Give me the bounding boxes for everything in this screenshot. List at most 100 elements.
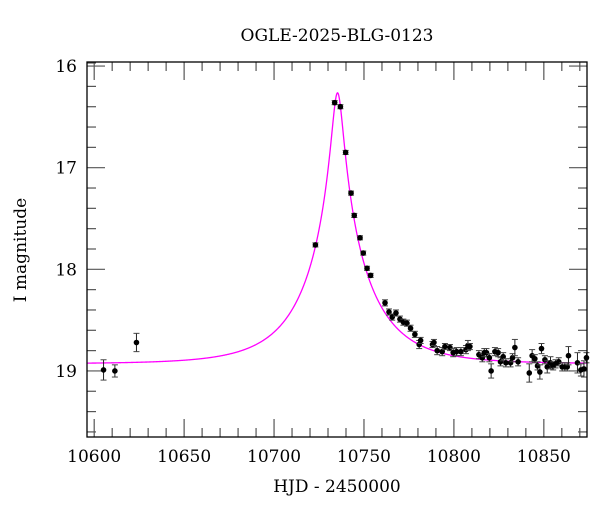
point-marker	[407, 325, 414, 332]
axis-ticks: 10600 10650 10700 10750 10800 10850 16 17 18 19	[55, 57, 587, 467]
point-marker	[431, 339, 437, 346]
point-marker	[574, 360, 581, 366]
data-point	[411, 330, 418, 338]
y-tick-label: 16	[55, 57, 77, 77]
y-axis-label: I magnitude	[11, 198, 31, 302]
point-marker	[404, 320, 410, 326]
point-marker	[458, 348, 464, 355]
point-marker	[509, 354, 516, 361]
data-point	[538, 343, 545, 355]
data-point	[580, 360, 587, 378]
point-marker	[112, 368, 118, 374]
point-marker	[495, 349, 501, 356]
point-marker	[555, 358, 562, 365]
x-tick-label: 10750	[337, 447, 391, 467]
point-marker	[497, 358, 504, 365]
data-point	[500, 352, 507, 362]
data-point	[360, 250, 367, 256]
y-tick-label: 19	[55, 362, 77, 382]
data-point	[342, 149, 349, 156]
point-marker	[337, 103, 344, 110]
data-point	[357, 235, 364, 241]
point-marker	[526, 370, 533, 376]
point-marker	[564, 364, 571, 370]
point-marker	[331, 99, 338, 106]
data-point	[337, 103, 344, 110]
data-point	[111, 364, 118, 378]
point-marker	[581, 366, 587, 372]
point-marker	[512, 344, 518, 351]
point-marker	[483, 349, 490, 356]
point-marker	[467, 343, 473, 350]
data-point	[331, 99, 338, 106]
data-point	[511, 338, 518, 357]
point-marker	[342, 149, 349, 156]
data-point	[417, 336, 424, 345]
data-point	[100, 359, 107, 381]
x-tick-label: 10850	[517, 447, 571, 467]
point-marker	[312, 242, 319, 248]
point-marker	[360, 250, 367, 256]
data-point	[491, 347, 498, 357]
data-point	[430, 338, 437, 347]
point-marker	[417, 337, 424, 344]
point-marker	[538, 345, 545, 352]
model-curve	[87, 92, 587, 364]
point-marker	[393, 310, 399, 316]
point-marker	[348, 190, 354, 196]
point-marker	[565, 352, 572, 359]
data-point	[565, 346, 572, 366]
data-point	[526, 363, 533, 383]
data-point	[348, 190, 355, 196]
point-marker	[434, 347, 440, 354]
point-marker	[453, 348, 460, 355]
model-curve-group	[87, 92, 587, 364]
data-point	[488, 363, 495, 379]
data-point	[403, 319, 410, 327]
point-marker	[488, 368, 494, 374]
data-point	[495, 348, 502, 358]
data-point	[133, 332, 140, 353]
data-point	[364, 265, 371, 272]
data-point	[351, 212, 358, 219]
data-point	[407, 324, 414, 332]
data-point	[486, 353, 493, 363]
data-point	[457, 347, 464, 357]
point-marker	[357, 235, 363, 241]
point-marker	[386, 309, 392, 315]
y-tick-label: 18	[55, 260, 77, 280]
plot-frame	[86, 61, 588, 438]
point-marker	[537, 369, 543, 375]
point-marker	[351, 212, 358, 219]
data-point	[382, 299, 389, 307]
data-point	[385, 308, 392, 316]
data-point	[509, 353, 516, 363]
data-point	[441, 343, 448, 351]
point-marker	[486, 354, 493, 361]
point-marker	[503, 360, 509, 366]
point-marker	[133, 339, 140, 346]
x-tick-label: 10800	[427, 447, 481, 467]
point-marker	[515, 358, 521, 365]
data-point	[564, 362, 571, 372]
point-marker	[364, 265, 370, 272]
point-marker	[447, 344, 453, 351]
data-point	[466, 343, 473, 351]
point-marker	[382, 300, 388, 306]
data-point	[515, 357, 522, 367]
data-point	[536, 364, 543, 380]
point-marker	[442, 343, 448, 350]
point-marker	[367, 272, 374, 279]
point-marker	[532, 355, 538, 362]
point-marker	[412, 331, 418, 338]
point-marker	[500, 353, 506, 360]
data-point	[312, 242, 319, 248]
x-axis-label: HJD - 2450000	[273, 477, 401, 497]
data-point	[367, 272, 374, 279]
data-point	[434, 346, 441, 356]
y-tick-label: 17	[55, 159, 77, 179]
point-marker	[439, 348, 446, 355]
chart-title: OGLE-2025-BLG-0123	[241, 26, 434, 46]
data-points-group	[100, 99, 590, 383]
